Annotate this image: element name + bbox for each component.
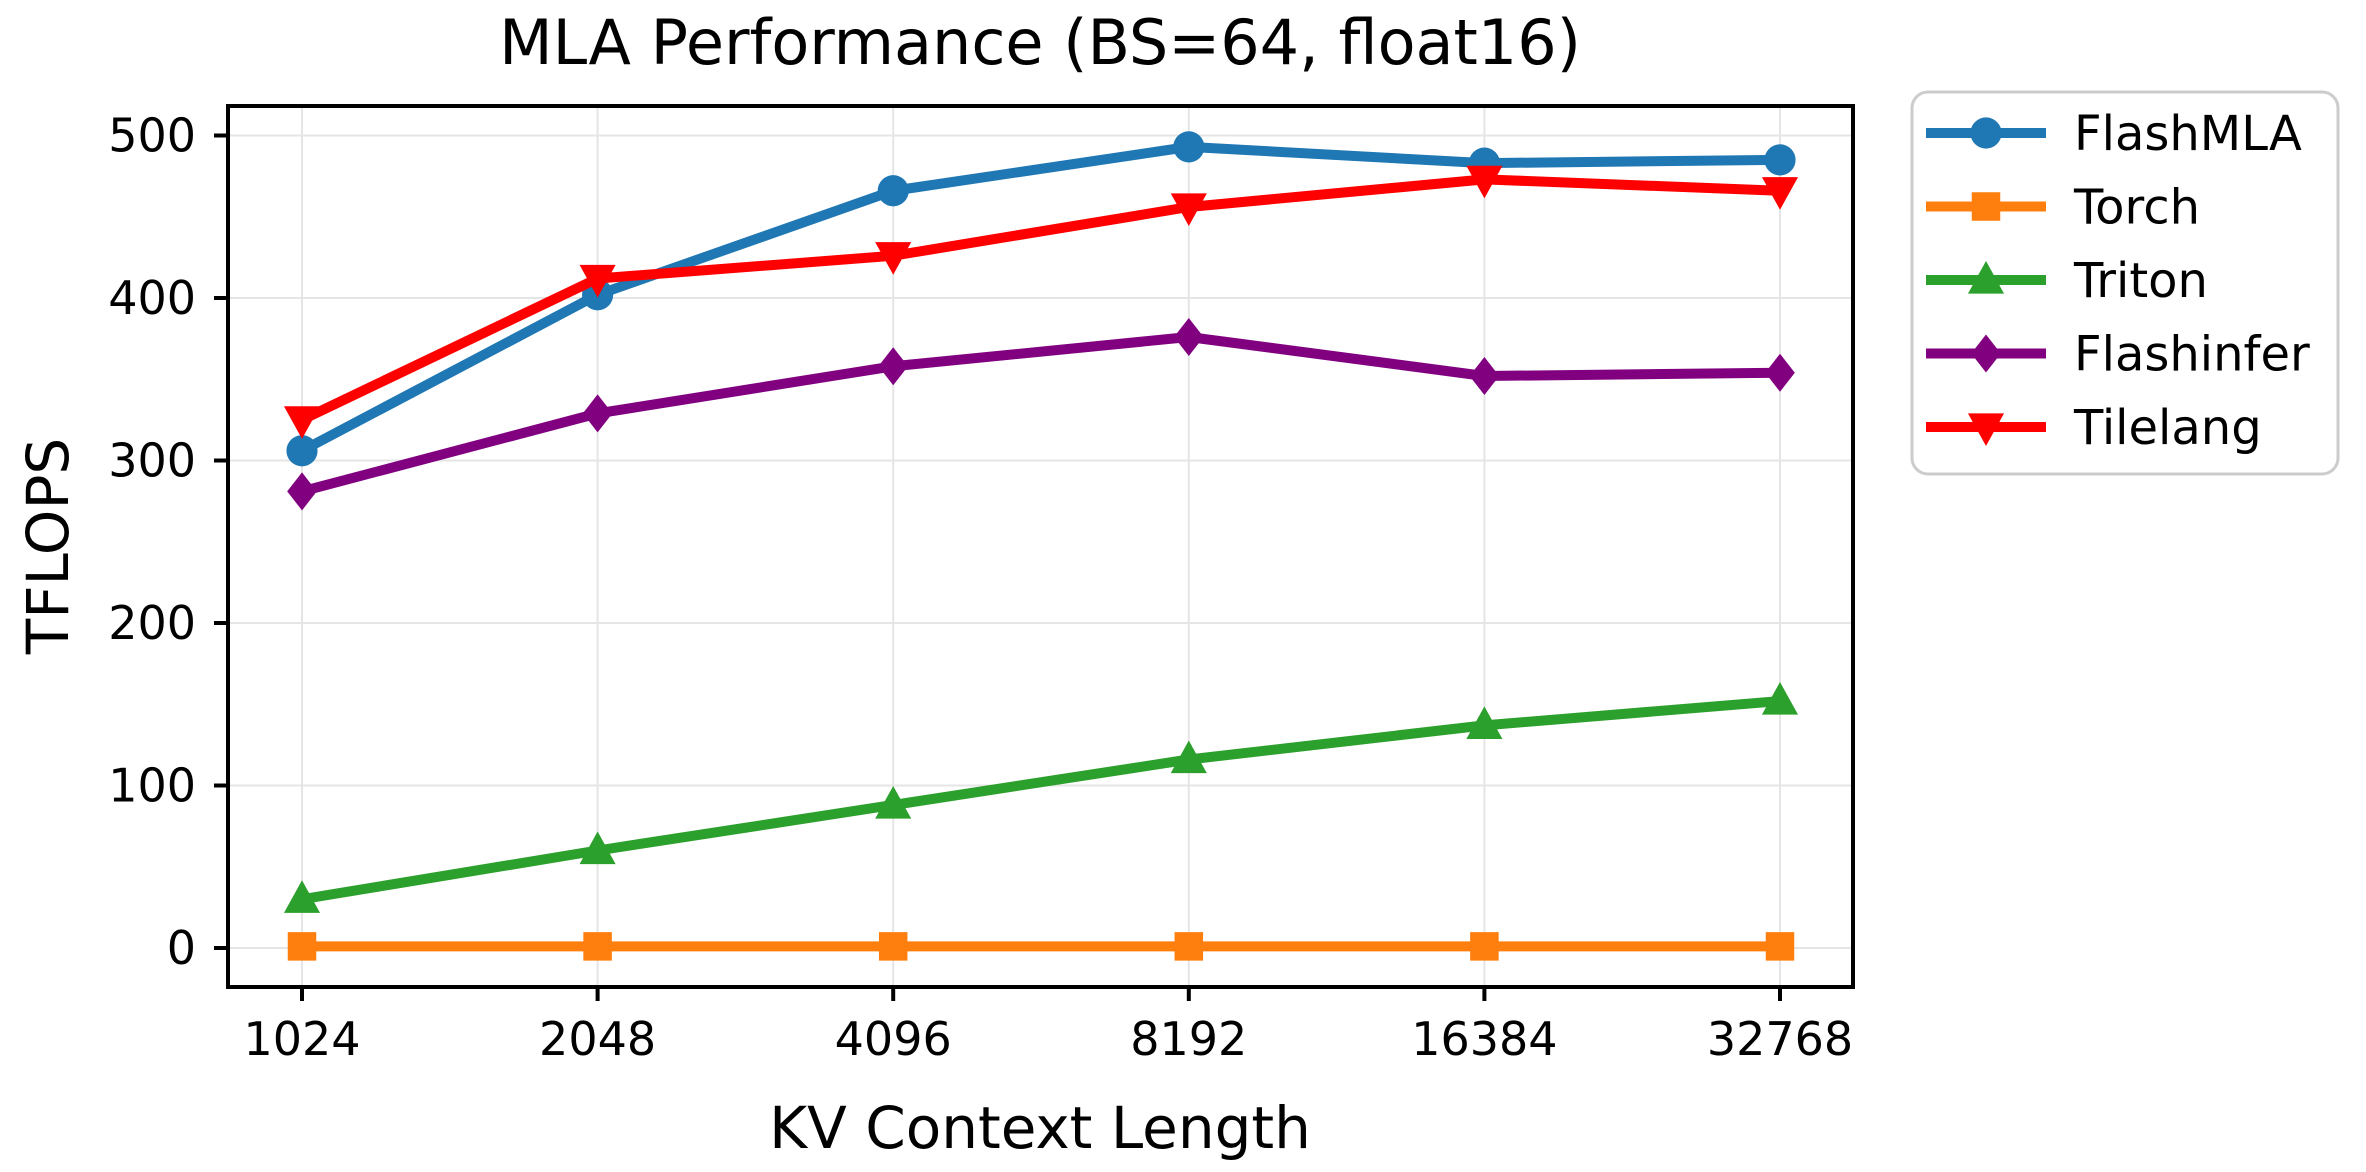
series-flashmla bbox=[286, 131, 1796, 467]
plot-border bbox=[226, 104, 1855, 989]
x-tick-label: 32768 bbox=[1707, 1012, 1853, 1066]
series-triton-marker bbox=[283, 880, 321, 913]
series-torch-marker bbox=[287, 932, 317, 961]
chart-title: MLA Performance (BS=64, float16) bbox=[499, 6, 1581, 79]
series-torch-marker bbox=[583, 932, 612, 961]
y-tick-label: 0 bbox=[167, 921, 196, 975]
x-axis-label: KV Context Length bbox=[769, 1094, 1311, 1162]
series-flashmla-marker bbox=[877, 175, 909, 207]
series-tilelang-marker bbox=[875, 242, 912, 275]
series-flashinfer-marker bbox=[1173, 318, 1204, 356]
series-tilelang bbox=[283, 165, 1799, 439]
legend-triangle-down-icon bbox=[1967, 413, 2005, 446]
legend-diamond-icon bbox=[1971, 334, 2001, 373]
grid-layer bbox=[228, 106, 1853, 987]
series-torch-marker bbox=[1174, 932, 1204, 961]
series-tilelang-marker bbox=[579, 264, 616, 298]
series-tilelang-marker bbox=[283, 406, 321, 439]
series-triton-marker bbox=[579, 831, 616, 865]
series-flashinfer-marker bbox=[1765, 353, 1795, 392]
legend-label: Tilelang bbox=[2073, 400, 2262, 456]
legend-triangle-up-icon bbox=[1967, 261, 2005, 294]
series-torch-marker bbox=[878, 932, 908, 961]
series-triton-marker bbox=[1466, 706, 1503, 740]
series-tilelang-marker bbox=[1466, 165, 1503, 199]
y-tick-label: 100 bbox=[108, 759, 196, 813]
series-triton bbox=[283, 682, 1799, 913]
x-tick-label: 8192 bbox=[1130, 1012, 1247, 1066]
series-triton-marker bbox=[1761, 682, 1799, 715]
legend-label: Triton bbox=[2073, 253, 2208, 309]
legend-entry-flashmla: FlashMLA bbox=[1926, 106, 2302, 162]
series-flashinfer-marker bbox=[878, 347, 909, 386]
legend: FlashMLA Torch Triton Flashinfer Tilelang bbox=[1910, 90, 2340, 476]
series-torch-marker bbox=[1470, 932, 1499, 961]
legend-square-icon bbox=[1971, 192, 2001, 221]
axes-layer: 1024 2048 4096 8192 16384 32768 0 100 200 300 400 5… bbox=[108, 104, 1855, 1066]
y-tick-label: 400 bbox=[108, 271, 196, 325]
series-flashinfer-marker bbox=[1469, 357, 1500, 395]
series-flashmla-marker bbox=[1764, 144, 1796, 176]
x-tick-label: 16384 bbox=[1411, 1012, 1557, 1066]
legend-circle-icon bbox=[1970, 117, 2002, 149]
series-triton-line bbox=[301, 696, 1781, 905]
legend-entry-torch: Torch bbox=[1926, 180, 2200, 236]
series-flashinfer-line bbox=[300, 332, 1781, 497]
series-torch bbox=[287, 932, 1795, 961]
series-flashinfer-marker bbox=[582, 394, 613, 433]
series-flashinfer-marker bbox=[287, 472, 317, 511]
legend-label: Flashinfer bbox=[2074, 327, 2310, 383]
legend-entry-triton: Triton bbox=[1926, 253, 2208, 309]
legend-entry-flashinfer: Flashinfer bbox=[1926, 327, 2310, 383]
y-tick-label: 300 bbox=[108, 434, 196, 488]
legend-box bbox=[1910, 90, 2340, 476]
series-layer bbox=[283, 131, 1799, 961]
series-flashmla-marker bbox=[1173, 131, 1205, 163]
x-tick-label: 1024 bbox=[243, 1012, 360, 1066]
y-tick-label: 200 bbox=[108, 596, 196, 650]
x-tick-label: 2048 bbox=[539, 1012, 656, 1066]
legend-label: Torch bbox=[2073, 180, 2200, 236]
series-tilelang-marker bbox=[1761, 177, 1799, 210]
legend-entry-tilelang: Tilelang bbox=[1926, 400, 2262, 456]
series-triton-marker bbox=[875, 786, 912, 819]
series-flashmla-marker bbox=[286, 435, 318, 467]
series-flashmla-line bbox=[299, 141, 1781, 456]
series-flashinfer bbox=[287, 318, 1795, 511]
series-tilelang-line bbox=[299, 174, 1781, 425]
x-tick-label: 4096 bbox=[835, 1012, 952, 1066]
legend-label: FlashMLA bbox=[2074, 106, 2302, 162]
series-tilelang-marker bbox=[1170, 193, 1207, 226]
y-tick-label: 500 bbox=[108, 109, 196, 163]
series-triton-marker bbox=[1170, 740, 1207, 774]
y-axis-label: TFLOPS bbox=[14, 438, 82, 655]
series-torch-marker bbox=[1765, 932, 1795, 961]
